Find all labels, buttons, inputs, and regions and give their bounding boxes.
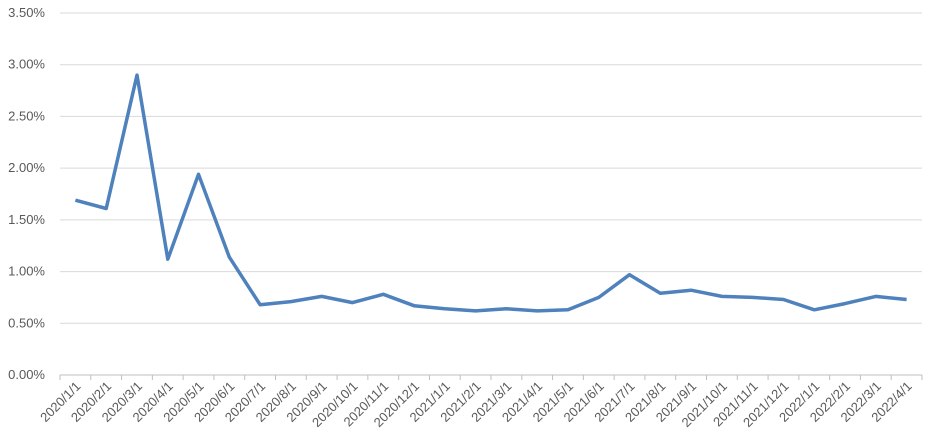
y-tick-label: 0.00%: [8, 367, 45, 382]
y-tick-label: 2.50%: [8, 108, 45, 123]
y-tick-label: 3.50%: [8, 5, 45, 20]
y-tick-label: 1.50%: [8, 212, 45, 227]
y-tick-label: 1.00%: [8, 264, 45, 279]
y-tick-label: 0.50%: [8, 315, 45, 330]
y-tick-label: 2.00%: [8, 160, 45, 175]
line-series: [74, 73, 907, 313]
y-tick-label: 3.00%: [8, 57, 45, 72]
